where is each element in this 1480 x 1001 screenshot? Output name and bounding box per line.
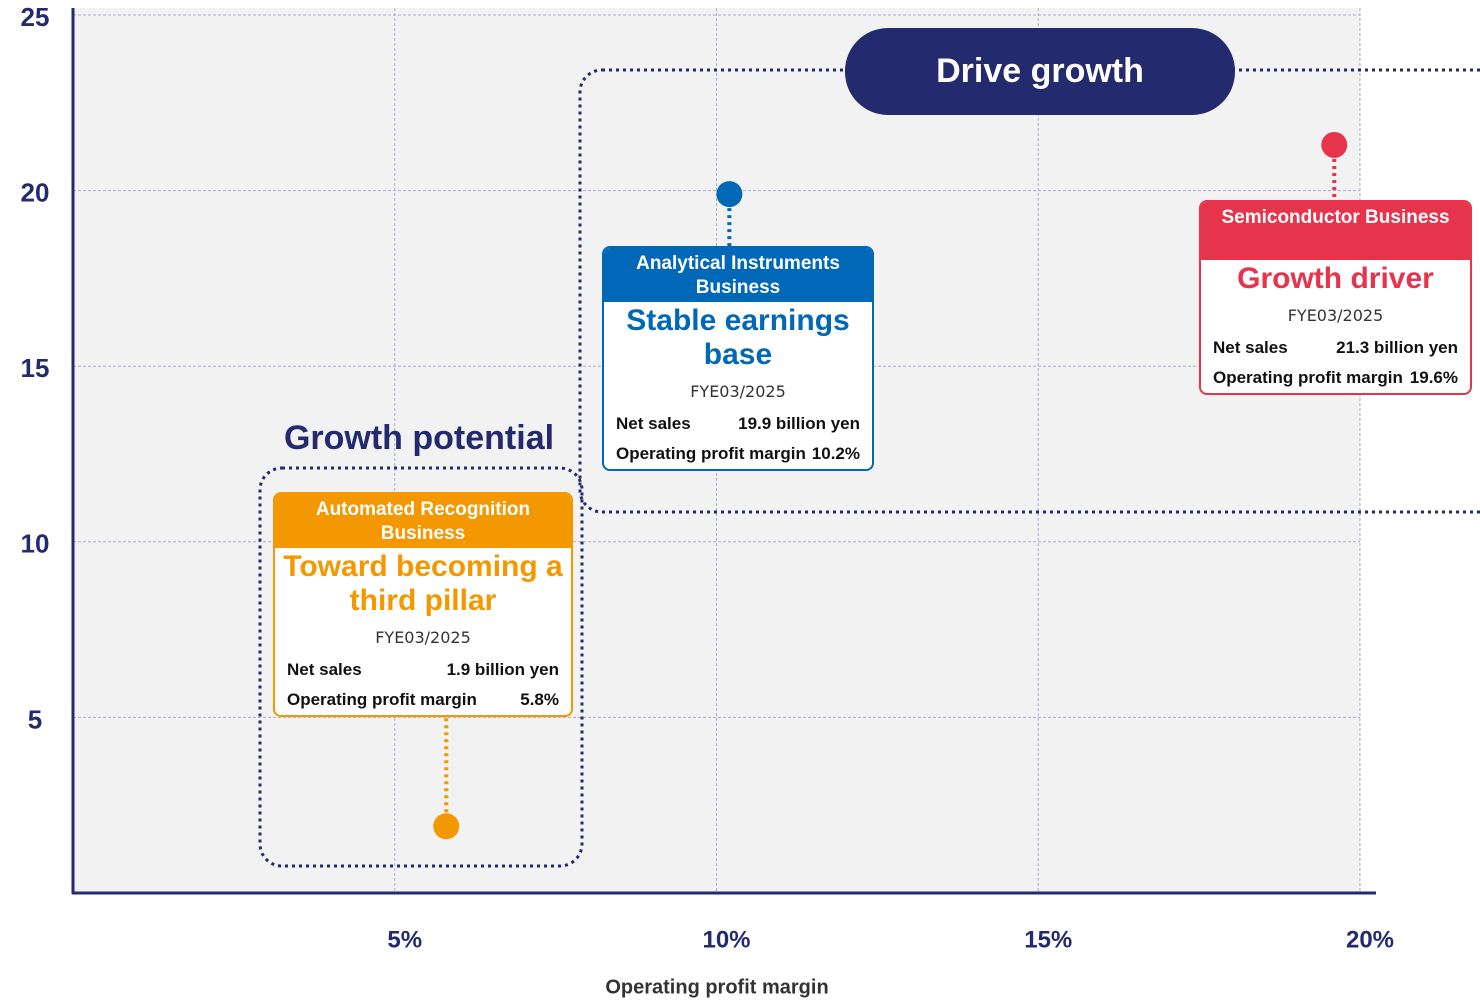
callout-card: Semiconductor Business Growth driver FYE03… — [1199, 200, 1472, 395]
row-label: Operating profit margin — [616, 444, 806, 463]
annotation: Growth potential — [284, 419, 554, 457]
y-tick-label: 20 — [21, 177, 50, 207]
x-tick-label: 10% — [702, 926, 750, 953]
row-label: Operating profit margin — [287, 690, 477, 709]
callout-card: Automated Recognition Business Toward bec… — [273, 492, 573, 717]
x-value-label: 10.2% — [811, 444, 860, 463]
x-tick-label: 5% — [387, 926, 422, 953]
x-tick-label: 15% — [1024, 926, 1072, 953]
tagline: Growth driver — [1237, 262, 1434, 295]
x-tick-label: 20% — [1346, 926, 1394, 953]
row: Net sales 19.9 billion yen — [604, 409, 872, 439]
series-name: Automated Recognition Business — [275, 494, 571, 548]
row-label: Net sales — [287, 660, 362, 679]
row-label: Net sales — [1213, 338, 1288, 357]
x-value-label: 19.6% — [1409, 368, 1458, 387]
growth-potential-frame — [258, 466, 584, 868]
period: FYE03/2025 — [1287, 306, 1384, 325]
x-value-label: 5.8% — [520, 690, 559, 709]
row: Operating profit margin 5.8% — [275, 685, 571, 715]
row-label: Operating profit margin — [1213, 368, 1403, 387]
y-tick-label: 5 — [28, 704, 42, 734]
period: FYE03/2025 — [375, 628, 471, 647]
marks — [433, 131, 1348, 840]
period: FYE03/2025 — [690, 382, 786, 401]
callout-card: Analytical Instruments Business Stable ea… — [602, 246, 874, 471]
row-label: Net sales — [616, 414, 691, 433]
point — [716, 181, 743, 208]
annotation: Drive growth — [936, 52, 1144, 90]
tagline: Stable earnings base — [626, 304, 850, 371]
row: Operating profit margin 10.2% — [604, 439, 872, 469]
drive-growth-pill — [845, 28, 1235, 115]
y-tick-label: 25 — [21, 2, 50, 32]
tagline: Toward becoming a third pillar — [283, 550, 563, 617]
row: Operating profit margin 19.6% — [1201, 363, 1470, 393]
row: Net sales 1.9 billion yen — [275, 655, 571, 685]
value-label: 1.9 billion yen — [446, 660, 559, 679]
value-label: 21.3 billion yen — [1336, 338, 1458, 357]
y-tick-label: 10 — [21, 529, 50, 559]
y-tick-label: 15 — [21, 353, 50, 383]
x-axis-title: Operating profit margin — [605, 976, 828, 998]
series-name: Analytical Instruments Business — [604, 248, 872, 302]
series-name: Semiconductor Business — [1201, 202, 1470, 260]
point — [433, 813, 460, 840]
row: Net sales 21.3 billion yen — [1201, 333, 1470, 363]
value-label: 19.9 billion yen — [738, 414, 860, 433]
point — [1321, 131, 1348, 158]
